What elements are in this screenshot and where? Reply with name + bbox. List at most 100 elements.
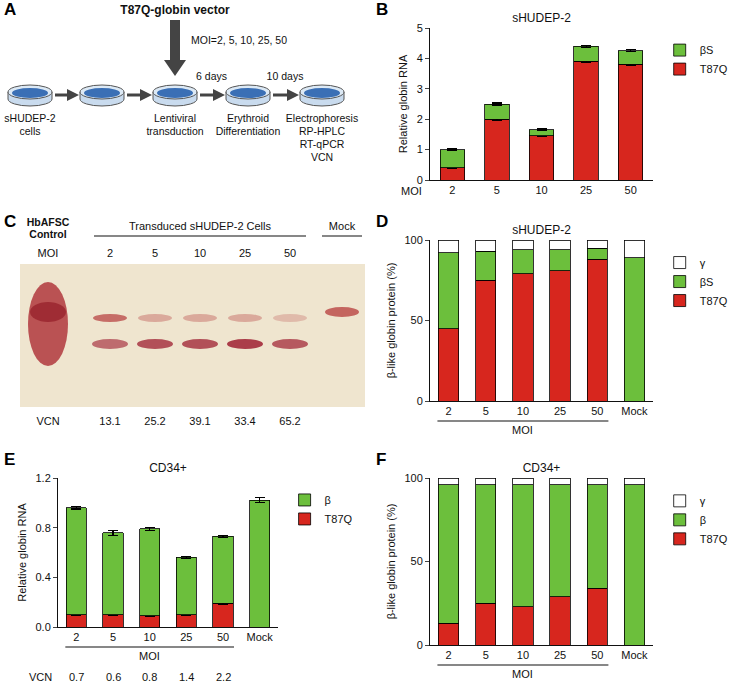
svg-text:RT-qPCR: RT-qPCR xyxy=(300,138,345,150)
svg-text:MOI: MOI xyxy=(512,424,533,436)
svg-text:0.6: 0.6 xyxy=(106,671,121,683)
svg-text:Differentiation: Differentiation xyxy=(216,125,281,137)
svg-text:50: 50 xyxy=(217,631,229,643)
svg-text:transduction: transduction xyxy=(146,125,203,137)
svg-text:5: 5 xyxy=(110,631,116,643)
svg-text:10: 10 xyxy=(144,631,156,643)
svg-text:33.4: 33.4 xyxy=(234,415,255,427)
svg-text:β-like globin protein (%): β-like globin protein (%) xyxy=(385,504,397,620)
svg-text:1.2: 1.2 xyxy=(36,472,51,484)
svg-text:MOI: MOI xyxy=(512,668,533,680)
svg-text:MOI=2, 5, 10, 25, 50: MOI=2, 5, 10, 25, 50 xyxy=(191,34,287,46)
html-text:A: A xyxy=(4,0,17,19)
svg-text:Transduced sHUDEP-2 Cells: Transduced sHUDEP-2 Cells xyxy=(129,220,272,232)
svg-text:25: 25 xyxy=(554,649,566,661)
svg-text:0: 0 xyxy=(417,395,423,407)
svg-text:10: 10 xyxy=(194,247,206,259)
svg-text:Mock: Mock xyxy=(247,631,274,643)
svg-text:4: 4 xyxy=(417,52,423,64)
svg-text:50: 50 xyxy=(411,555,423,567)
svg-text:25: 25 xyxy=(580,184,592,196)
svg-text:Relative globin RNA: Relative globin RNA xyxy=(397,54,409,153)
svg-text:3: 3 xyxy=(417,83,423,95)
svg-text:γ: γ xyxy=(700,495,706,507)
svg-text:T87Q: T87Q xyxy=(700,295,728,307)
svg-text:sHUDEP-2: sHUDEP-2 xyxy=(512,223,571,237)
svg-text:5: 5 xyxy=(483,649,489,661)
svg-text:0.8: 0.8 xyxy=(142,671,157,683)
svg-text:Mock: Mock xyxy=(621,405,648,417)
svg-text:13.1: 13.1 xyxy=(99,415,120,427)
svg-text:25.2: 25.2 xyxy=(144,415,165,427)
svg-text:T87Q: T87Q xyxy=(700,533,728,545)
svg-text:39.1: 39.1 xyxy=(189,415,210,427)
svg-text:γ: γ xyxy=(700,257,706,269)
svg-text:1.4: 1.4 xyxy=(179,671,194,683)
svg-text:VCN: VCN xyxy=(311,151,333,163)
svg-text:2: 2 xyxy=(417,113,423,125)
svg-text:Mock: Mock xyxy=(621,649,648,661)
svg-text:0.0: 0.0 xyxy=(36,621,51,633)
svg-text:MOI: MOI xyxy=(401,185,422,197)
svg-text:βS: βS xyxy=(700,44,714,56)
svg-text:25: 25 xyxy=(239,247,251,259)
svg-text:sHUDEP-2: sHUDEP-2 xyxy=(4,112,56,124)
svg-text:Lentiviral: Lentiviral xyxy=(154,112,196,124)
svg-text:CD34+: CD34+ xyxy=(149,461,187,475)
svg-text:Control: Control xyxy=(29,228,66,240)
svg-text:T87Q-globin vector: T87Q-globin vector xyxy=(120,3,230,17)
svg-text:T87Q: T87Q xyxy=(700,63,728,75)
svg-text:10 days: 10 days xyxy=(267,70,304,82)
svg-text:100: 100 xyxy=(404,234,422,246)
svg-text:5: 5 xyxy=(417,22,423,34)
svg-text:0.7: 0.7 xyxy=(69,671,84,683)
svg-text:5: 5 xyxy=(494,184,500,196)
svg-text:MOI: MOI xyxy=(38,247,59,259)
svg-text:cells: cells xyxy=(19,125,40,137)
svg-text:50: 50 xyxy=(625,184,637,196)
svg-text:5: 5 xyxy=(152,247,158,259)
svg-text:50: 50 xyxy=(591,649,603,661)
svg-text:50: 50 xyxy=(284,247,296,259)
svg-text:10: 10 xyxy=(517,649,529,661)
svg-text:HbAFSC: HbAFSC xyxy=(27,216,70,228)
svg-text:10: 10 xyxy=(517,405,529,417)
svg-text:2: 2 xyxy=(446,649,452,661)
svg-text:0: 0 xyxy=(417,639,423,651)
html-text:C: C xyxy=(4,212,17,231)
svg-text:25: 25 xyxy=(180,631,192,643)
svg-text:6 days: 6 days xyxy=(196,70,227,82)
html-text:B: B xyxy=(376,0,389,19)
svg-text:2: 2 xyxy=(73,631,79,643)
svg-text:βS: βS xyxy=(700,276,714,288)
svg-text:β: β xyxy=(700,514,706,526)
svg-text:VCN: VCN xyxy=(29,671,52,683)
svg-text:65.2: 65.2 xyxy=(279,415,300,427)
svg-text:2: 2 xyxy=(107,247,113,259)
svg-text:T87Q: T87Q xyxy=(325,513,353,525)
svg-text:2: 2 xyxy=(449,184,455,196)
svg-text:β-like globin protein (%): β-like globin protein (%) xyxy=(385,263,397,379)
svg-text:0.4: 0.4 xyxy=(36,571,51,583)
svg-text:1: 1 xyxy=(417,143,423,155)
svg-text:Relative globin RNA: Relative globin RNA xyxy=(16,503,28,602)
svg-text:10: 10 xyxy=(535,184,547,196)
svg-text:sHUDEP-2: sHUDEP-2 xyxy=(512,11,571,25)
svg-text:CD34+: CD34+ xyxy=(523,461,561,475)
svg-text:2: 2 xyxy=(446,405,452,417)
svg-text:0.8: 0.8 xyxy=(36,522,51,534)
svg-text:MOI: MOI xyxy=(139,650,160,662)
svg-text:50: 50 xyxy=(411,314,423,326)
svg-text:2.2: 2.2 xyxy=(216,671,231,683)
svg-text:β: β xyxy=(325,494,331,506)
svg-text:5: 5 xyxy=(483,405,489,417)
svg-text:0: 0 xyxy=(417,174,423,186)
svg-text:100: 100 xyxy=(404,472,422,484)
svg-text:50: 50 xyxy=(591,405,603,417)
svg-text:Mock: Mock xyxy=(329,220,356,232)
svg-text:RP-HPLC: RP-HPLC xyxy=(299,125,346,137)
svg-text:25: 25 xyxy=(554,405,566,417)
svg-text:Erythroid: Erythroid xyxy=(227,112,269,124)
svg-text:VCN: VCN xyxy=(36,415,59,427)
svg-text:Electrophoresis: Electrophoresis xyxy=(286,112,358,124)
